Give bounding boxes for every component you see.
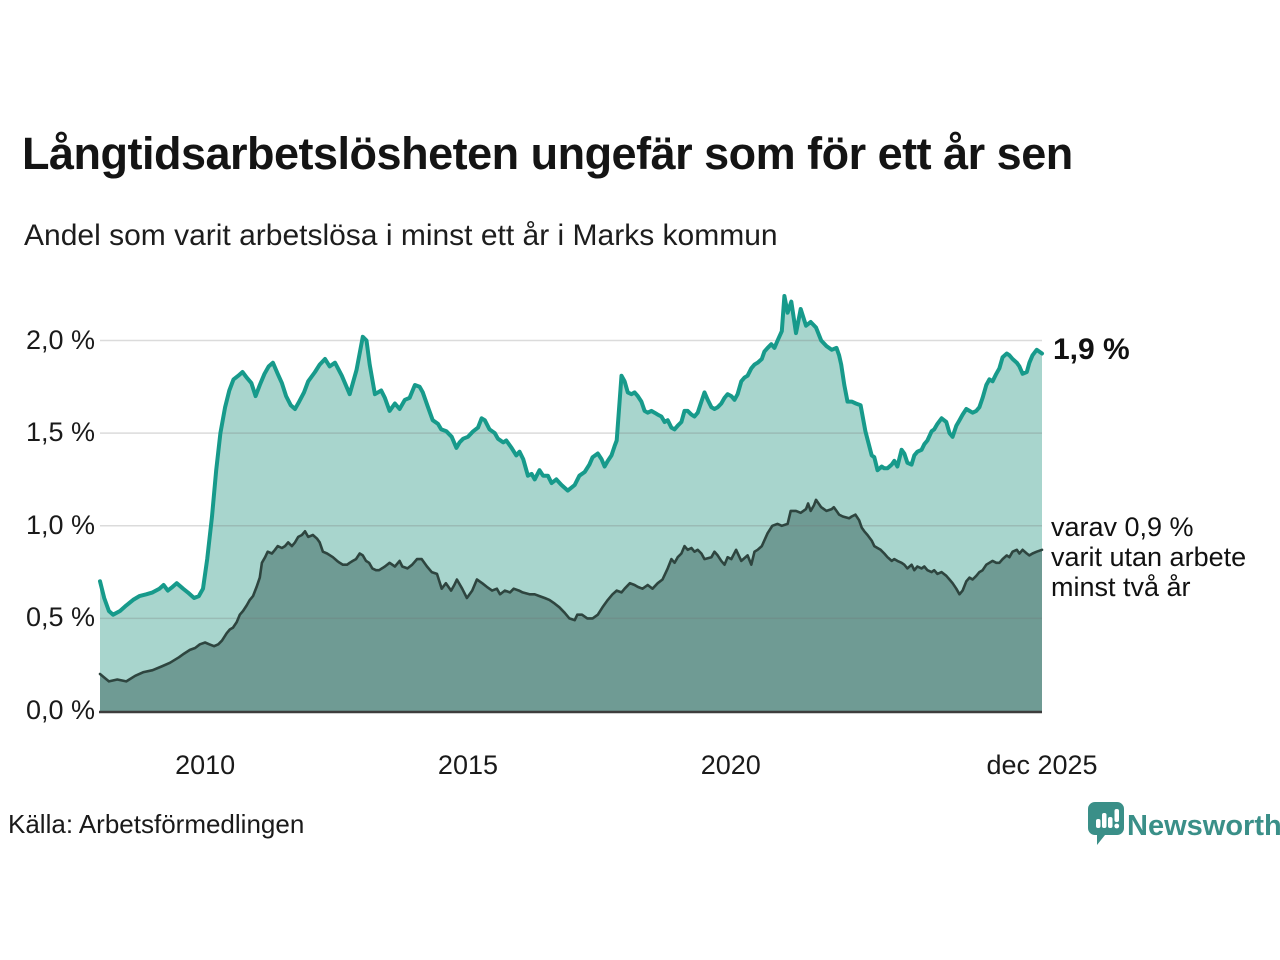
- x-axis-label: dec 2025: [986, 750, 1098, 780]
- secondary-annotation-line3: minst två år: [1051, 572, 1191, 602]
- series-total-1yr-line: [98, 294, 1044, 617]
- y-axis-label: 1,5 %: [25, 417, 95, 448]
- newsworthy-brand-name: Newsworthy: [1127, 810, 1280, 842]
- y-axis-label: 1,0 %: [25, 509, 95, 540]
- y-axis-label: 2,0 %: [25, 324, 95, 355]
- series-2yr-area: [100, 499, 1042, 711]
- secondary-annotation-line2: varit utan arbete: [1051, 542, 1247, 572]
- secondary-annotation-line1: varav 0,9 %: [1051, 512, 1194, 542]
- x-axis-label: 2010: [175, 750, 236, 780]
- x-axis-label: 2020: [700, 750, 761, 780]
- newsworthy-logo-icon: [1088, 802, 1124, 845]
- source-note: Källa: Arbetsförmedlingen: [8, 809, 305, 839]
- y-axis-label: 0,5 %: [25, 602, 95, 633]
- series-2yr-line: [98, 498, 1044, 683]
- page-title: Långtidsarbetslösheten ungefär som för e…: [22, 128, 1073, 179]
- latest-value-annotation: 1,9 %: [1053, 333, 1130, 366]
- secondary-series-annotation: varav 0,9 % varit utan arbete minst två …: [1051, 512, 1246, 602]
- page-subtitle: Andel som varit arbetslösa i minst ett å…: [24, 219, 778, 252]
- y-axis-label: 0,0 %: [25, 695, 95, 725]
- x-axis-label: 2015: [437, 750, 498, 780]
